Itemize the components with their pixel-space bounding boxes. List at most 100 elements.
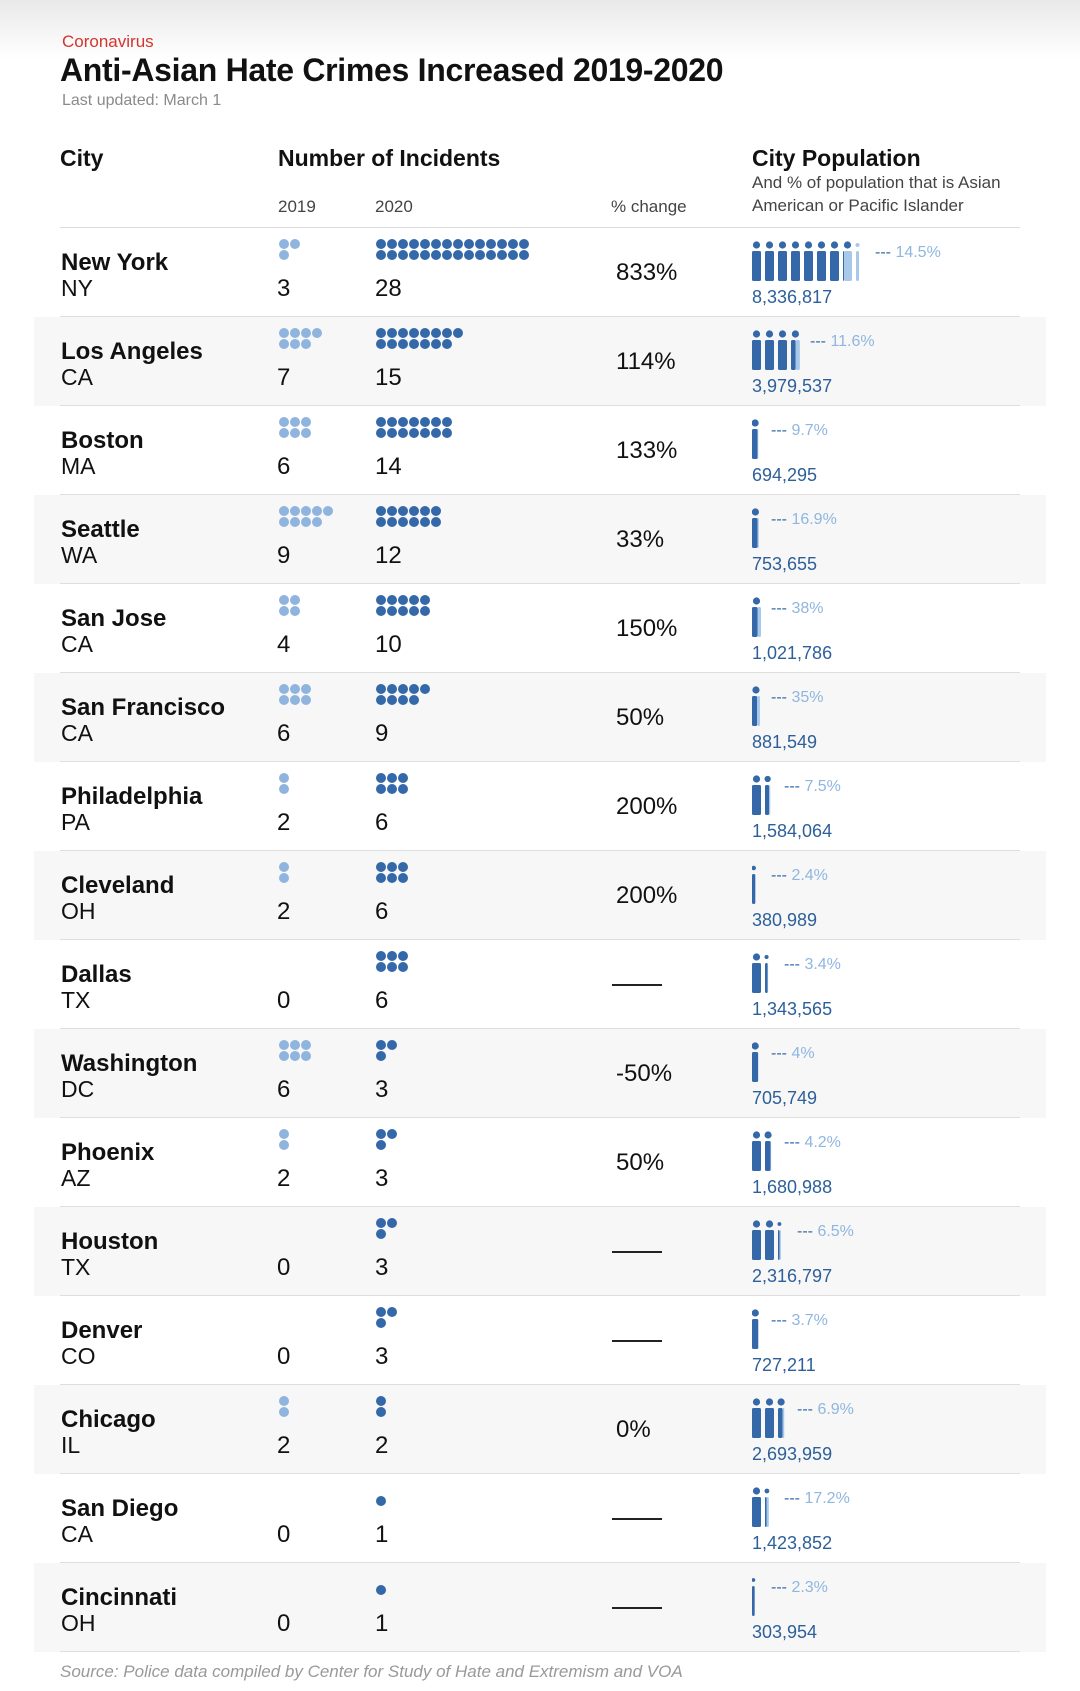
row-los-angeles-2020-dot	[398, 339, 408, 349]
asian-percent-value: 7.5%	[804, 778, 841, 795]
row-new-york-2020-dot	[508, 239, 518, 249]
incidents-2019-value: 9	[277, 542, 291, 569]
incidents-2019-value: 2	[277, 809, 291, 836]
row-new-york-person-figure	[791, 241, 800, 281]
incidents-2019-pictogram	[278, 416, 313, 445]
leader-dashes: ---	[771, 1045, 792, 1062]
city-name: Boston	[61, 427, 144, 454]
row-boston-2020-dot	[409, 417, 419, 427]
row-chicago-2020-dot	[376, 1396, 386, 1406]
row-dallas-2020-dot	[376, 962, 386, 972]
row-los-angeles-2020-dot	[398, 328, 408, 338]
table-row: San Jose CA 4 10 150% --- 38% 1,021,786	[34, 584, 1046, 673]
asian-percent-value: 11.6%	[830, 333, 875, 350]
row-houston-person-figure	[777, 1222, 782, 1260]
table-row: New York NY 3 28 833% --- 14.5% 8,336,817	[34, 228, 1046, 317]
row-boston-2020-dot	[376, 428, 386, 438]
row-washington-2020-dot	[376, 1051, 386, 1061]
incidents-2020-pictogram	[375, 950, 410, 979]
row-divider	[60, 494, 1020, 495]
row-seattle-2019-dot	[279, 506, 289, 516]
row-denver-2020-dot	[387, 1307, 397, 1317]
row-divider	[60, 1473, 1020, 1474]
row-boston-2020-dot	[398, 428, 408, 438]
row-los-angeles-2020-dots	[376, 328, 463, 349]
row-los-angeles-2019-dot	[290, 328, 300, 338]
population-value: 1,680,988	[752, 1177, 833, 1197]
row-divider	[60, 405, 1020, 406]
column-header-change: % change	[611, 197, 687, 216]
row-divider	[60, 1562, 1020, 1563]
row-new-york-2020-dot	[376, 239, 386, 249]
percent-change: 133%	[616, 437, 678, 464]
row-los-angeles-2020-dot	[431, 328, 441, 338]
row-boston-2020-dot	[431, 417, 441, 427]
row-philadelphia-2020-dot	[376, 784, 386, 794]
incidents-2019-value: 0	[277, 1343, 291, 1370]
row-los-angeles-2020-dot	[453, 328, 463, 338]
row-philadelphia-2020-dots	[376, 773, 408, 794]
row-san-francisco-2020-dot	[420, 684, 430, 694]
row-san-jose-2020-dot	[420, 606, 430, 616]
incidents-2020-pictogram	[375, 1495, 388, 1513]
incidents-2019-pictogram	[278, 861, 291, 890]
row-new-york-person-figure	[843, 241, 852, 281]
row-new-york-2020-dot	[431, 239, 441, 249]
row-san-francisco-person-figure	[752, 686, 760, 726]
row-san-jose-2020-dot	[398, 606, 408, 616]
asian-percent-value: 16.9%	[791, 511, 837, 528]
row-san-jose-population-figures	[752, 597, 761, 637]
population-pictogram	[751, 507, 765, 556]
row-washington-2019-dot	[279, 1040, 289, 1050]
asian-percent-label: --- 11.6%	[810, 333, 875, 351]
incidents-2019-value: 2	[277, 1165, 291, 1192]
row-los-angeles-person-figure	[778, 330, 787, 370]
incidents-2020-value: 2	[375, 1432, 389, 1459]
table-row: Chicago IL 2 2 0% --- 6.9% 2,693,959	[34, 1385, 1046, 1474]
row-cincinnati-person-figure	[751, 1578, 756, 1616]
asian-percent-value: 2.4%	[791, 867, 828, 884]
row-boston-person-figure	[751, 419, 759, 459]
row-new-york-population-figures	[752, 241, 860, 281]
row-chicago-2020-dot	[376, 1407, 386, 1417]
row-cleveland-2020-dot	[376, 862, 386, 872]
asian-percent-value: 9.7%	[791, 422, 828, 439]
incidents-2020-pictogram	[375, 1039, 399, 1068]
row-houston-2020-dot	[376, 1218, 386, 1228]
row-phoenix-2020-dot	[376, 1129, 386, 1139]
row-philadelphia-2019-dot	[279, 773, 289, 783]
row-new-york-2020-dot	[442, 239, 452, 249]
column-header-city: City	[60, 145, 104, 171]
row-new-york-2020-dot	[420, 239, 430, 249]
row-san-francisco-2020-dot	[387, 684, 397, 694]
incidents-2020-pictogram	[375, 594, 432, 623]
row-washington-2020-dot	[387, 1040, 397, 1050]
row-los-angeles-2020-dot	[387, 339, 397, 349]
incidents-2020-value: 1	[375, 1610, 389, 1637]
row-phoenix-2020-dot	[387, 1129, 397, 1139]
row-houston-2020-dots	[376, 1218, 397, 1239]
row-dallas-2020-dot	[398, 962, 408, 972]
city-state: PA	[61, 809, 90, 835]
percent-change: 50%	[616, 704, 665, 731]
row-philadelphia-population-figures	[752, 775, 771, 815]
row-cincinnati-2020-dot	[376, 1585, 386, 1595]
row-san-jose-2020-dot	[387, 595, 397, 605]
table-row: Philadelphia PA 2 6 200% --- 7.5% 1,584,064	[34, 762, 1046, 851]
row-phoenix-population-figures	[752, 1131, 772, 1171]
leader-dashes: ---	[797, 1223, 818, 1240]
row-san-francisco-2020-dot	[376, 695, 386, 705]
city-name: Philadelphia	[61, 783, 203, 810]
incidents-2019-value: 0	[277, 1610, 291, 1637]
row-san-jose-2019-dot	[279, 606, 289, 616]
row-los-angeles-2020-dot	[431, 339, 441, 349]
row-divider	[60, 672, 1020, 673]
city-name: San Francisco	[61, 694, 226, 721]
city-state: AZ	[61, 1165, 91, 1191]
asian-percent-value: 4.2%	[804, 1134, 841, 1151]
city-name: Cincinnati	[61, 1584, 178, 1611]
row-washington-2019-dot	[290, 1051, 300, 1061]
city-name: Seattle	[61, 516, 140, 543]
city-state: OH	[61, 898, 96, 924]
asian-percent-value: 6.5%	[817, 1223, 854, 1240]
